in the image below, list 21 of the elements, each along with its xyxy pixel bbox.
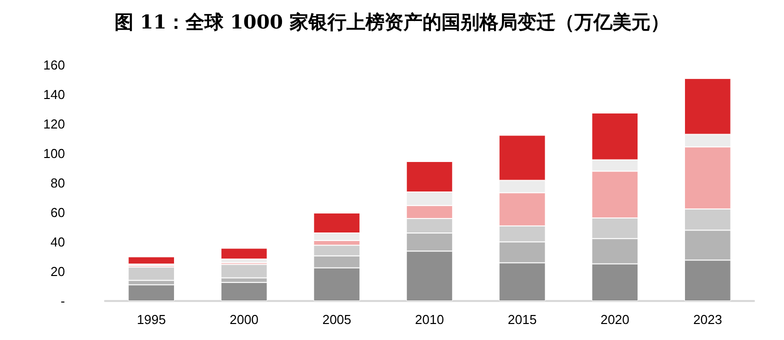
x-tick-label: 2023 [693, 312, 722, 327]
y-tick-label: 60 [50, 205, 65, 220]
y-tick-label: 160 [43, 58, 65, 72]
y-tick-label: 120 [43, 116, 65, 132]
y-tick-label: 100 [43, 146, 65, 161]
x-tick-label: 2000 [230, 312, 259, 327]
y-tick-label: - [60, 294, 65, 308]
bar [128, 256, 175, 264]
x-tick-label: 1995 [136, 312, 166, 327]
y-tick-label: 20 [50, 264, 65, 279]
x-tick-label: 2020 [600, 312, 630, 327]
bar [128, 284, 175, 301]
y-tick-label: 80 [50, 176, 65, 190]
bar [220, 248, 268, 260]
x-tick-label: 2005 [322, 312, 352, 327]
bar [220, 282, 268, 301]
x-tick-label: 2010 [415, 312, 444, 327]
x-tick-label: 2015 [508, 312, 537, 327]
y-tick-label: 40 [50, 234, 65, 250]
chart-title: 图 11：全球 1000 家银行上榜资产的国别格局变迁（万亿美元） [114, 12, 670, 34]
y-tick-label: 140 [43, 87, 65, 102]
